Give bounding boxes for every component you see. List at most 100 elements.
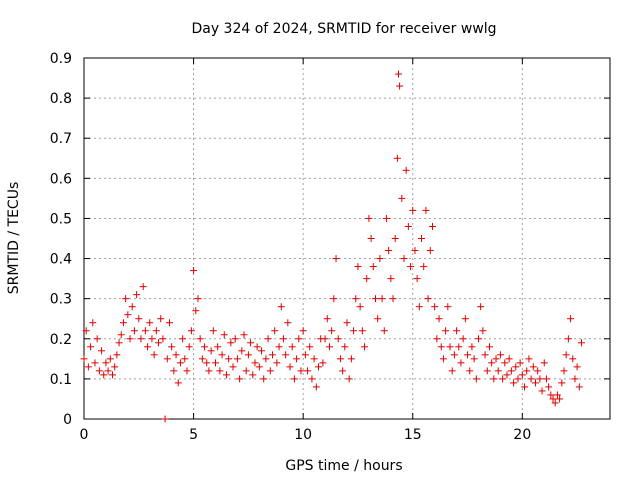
data-point — [512, 363, 520, 371]
data-point — [126, 335, 134, 343]
data-point — [560, 367, 568, 375]
data-point — [201, 343, 209, 351]
data-point — [152, 327, 160, 335]
data-point — [93, 335, 101, 343]
data-point — [518, 371, 526, 379]
data-point — [499, 375, 507, 383]
data-point — [183, 367, 191, 375]
data-point — [507, 367, 515, 375]
data-point — [567, 315, 575, 323]
y-tick-labels: 0 0.1 0.2 0.3 0.4 0.5 0.6 0.7 0.8 0.9 — [50, 51, 72, 428]
data-point — [330, 295, 338, 303]
y-tick-label: 0.7 — [50, 131, 72, 147]
chart-title: Day 324 of 2024, SRMTID for receiver wwl… — [191, 21, 496, 37]
data-point — [439, 355, 447, 363]
data-point — [481, 351, 489, 359]
grid-lines — [84, 58, 610, 419]
data-point — [231, 335, 239, 343]
data-point — [203, 359, 211, 367]
data-point — [345, 375, 353, 383]
data-point — [91, 359, 99, 367]
data-point — [516, 359, 524, 367]
data-point — [422, 206, 430, 214]
data-point — [196, 335, 204, 343]
data-point — [472, 375, 480, 383]
data-point — [549, 395, 557, 403]
data-point — [564, 335, 572, 343]
data-point — [418, 235, 426, 242]
data-point — [108, 371, 116, 379]
data-point — [435, 315, 443, 323]
data-point — [155, 339, 163, 347]
data-point — [89, 319, 97, 327]
data-point — [553, 391, 561, 399]
data-point — [542, 375, 550, 383]
data-point — [84, 363, 92, 371]
data-point — [304, 367, 312, 375]
data-point — [170, 367, 178, 375]
data-point — [573, 363, 581, 371]
data-point — [179, 335, 187, 343]
data-point — [268, 351, 276, 359]
data-point — [222, 371, 230, 379]
data-point — [426, 247, 434, 255]
data-point — [227, 339, 235, 347]
data-point — [82, 327, 90, 335]
data-point — [172, 351, 180, 359]
data-point — [286, 363, 294, 371]
data-point — [556, 395, 564, 403]
data-point — [551, 399, 559, 407]
data-point — [361, 343, 369, 351]
data-point — [494, 367, 502, 375]
data-point — [413, 275, 421, 283]
data-point — [146, 319, 154, 327]
data-point — [363, 275, 371, 283]
data-point — [442, 327, 450, 335]
data-point — [503, 371, 511, 379]
data-point — [148, 335, 156, 343]
x-tick-labels: 0 5 10 15 20 — [80, 427, 532, 443]
data-point — [444, 303, 452, 311]
data-point — [310, 355, 318, 363]
data-point — [336, 355, 344, 363]
data-point — [87, 343, 95, 351]
data-point — [575, 383, 583, 391]
data-point — [135, 315, 143, 323]
data-point — [297, 367, 305, 375]
data-point — [212, 359, 219, 367]
data-point — [275, 343, 283, 351]
data-point — [165, 319, 173, 327]
data-point — [141, 327, 149, 335]
y-tick-label: 0.8 — [50, 91, 72, 107]
x-axis-label: GPS time / hours — [285, 458, 402, 474]
data-point — [490, 375, 498, 383]
data-point — [111, 363, 119, 371]
data-point — [466, 367, 474, 375]
data-point — [395, 70, 403, 78]
data-point — [157, 315, 165, 323]
data-point — [382, 214, 390, 222]
data-point — [249, 371, 257, 379]
data-point — [115, 339, 123, 347]
axis-ticks — [83, 57, 610, 420]
data-point — [514, 375, 522, 383]
data-point — [181, 355, 189, 363]
data-point — [315, 363, 323, 371]
data-point — [448, 367, 456, 375]
data-point — [192, 307, 200, 315]
y-tick-label: 0 — [63, 412, 72, 428]
data-point — [536, 375, 544, 383]
y-tick-label: 0.4 — [50, 252, 72, 268]
data-point — [488, 359, 496, 367]
data-point — [380, 327, 388, 335]
data-point — [251, 359, 259, 367]
data-point — [216, 367, 224, 375]
data-point — [347, 355, 355, 363]
data-point — [525, 355, 533, 363]
data-points — [80, 70, 586, 423]
data-point — [393, 154, 401, 162]
data-point — [475, 335, 482, 343]
data-point — [308, 375, 316, 383]
y-tick-label: 0.6 — [50, 171, 72, 187]
